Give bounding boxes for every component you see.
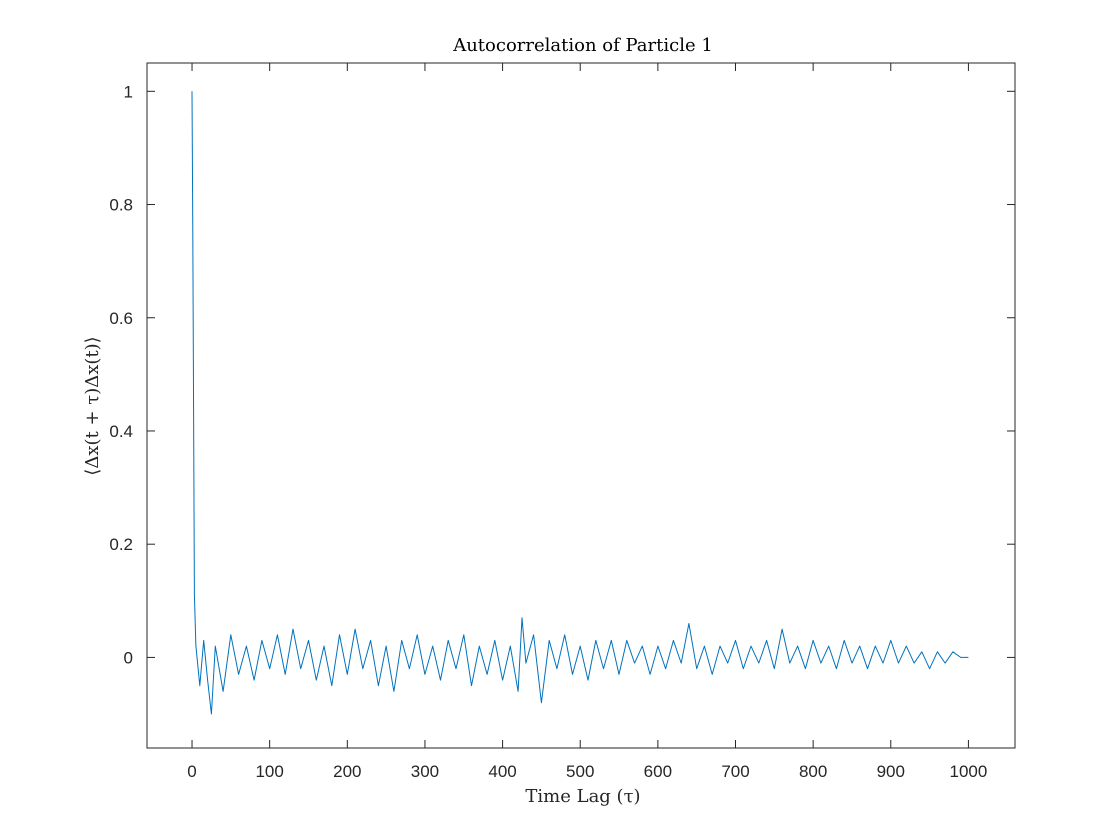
x-tick-label: 200 (333, 762, 361, 781)
y-axis-ticks: 0 0.2 0.4 0.6 0.8 1 (109, 82, 1015, 667)
x-tick-label: 400 (488, 762, 516, 781)
x-tick-label: 100 (255, 762, 283, 781)
y-tick-label: 0.2 (109, 535, 133, 554)
x-tick-label: 1000 (950, 762, 988, 781)
plot-area (146, 62, 1016, 749)
x-tick-label: 900 (877, 762, 905, 781)
y-tick-label: 1 (124, 82, 133, 101)
x-tick-label: 500 (566, 762, 594, 781)
x-tick-label: 300 (411, 762, 439, 781)
y-tick-label: 0.6 (109, 309, 133, 328)
x-tick-label: 600 (644, 762, 672, 781)
series-line (191, 91, 969, 715)
series-layer (191, 91, 969, 715)
x-tick-label: 800 (799, 762, 827, 781)
y-tick-label: 0.4 (109, 422, 133, 441)
x-axis-label: Time Lag (τ) (525, 786, 640, 807)
y-axis-label: ⟨Δx(t + τ)Δx(t)⟩ (82, 336, 103, 475)
y-tick-label: 0 (124, 648, 133, 667)
x-tick-label: 700 (721, 762, 749, 781)
chart-title: Autocorrelation of Particle 1 (452, 35, 713, 56)
y-tick-label: 0.8 (109, 196, 133, 215)
x-tick-label: 0 (187, 762, 196, 781)
x-axis-ticks: 0 100 200 300 400 500 600 700 800 900 1000 (187, 63, 987, 781)
